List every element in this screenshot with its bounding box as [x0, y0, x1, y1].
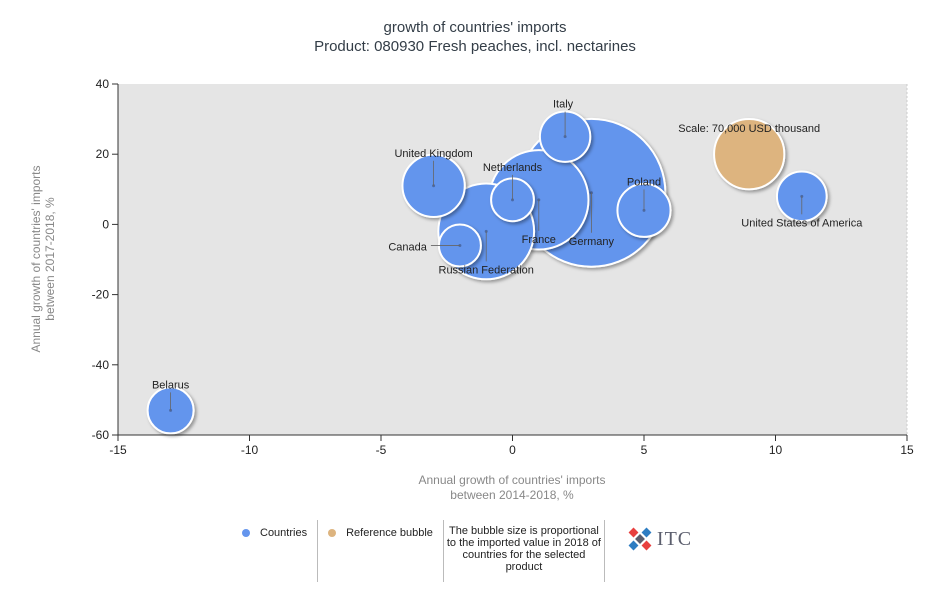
x-tick-label: 15 — [900, 443, 914, 457]
bubble-label-canada: Canada — [388, 241, 427, 253]
bubble-scale-70-000-usd-thousand[interactable] — [713, 118, 786, 191]
bubble-label-poland: Poland — [627, 176, 661, 188]
itc-logo: ITC — [605, 520, 692, 552]
y-tick-label: 20 — [96, 147, 110, 161]
x-axis-title-line-1: Annual growth of countries' imports — [418, 473, 605, 487]
legend-countries-dot-icon — [242, 529, 250, 537]
itc-logo-text: ITC — [656, 527, 693, 550]
x-tick-label: 0 — [509, 443, 516, 457]
legend-divider — [603, 520, 605, 582]
y-tick-label: 40 — [96, 77, 110, 91]
x-tick-label: 5 — [641, 443, 648, 457]
bubble-label-united-states-of-america: United States of America — [741, 217, 863, 229]
legend-item-countries[interactable]: Countries — [232, 520, 317, 546]
chart-subtitle: Product: 080930 Fresh peaches, incl. nec… — [314, 38, 636, 55]
bubble-label-netherlands: Netherlands — [483, 162, 543, 174]
legend-reference-label: Reference bubble — [346, 527, 433, 539]
bubble-label-russian-federation: Russian Federation — [439, 264, 534, 276]
bubble-label-united-kingdom: United Kingdom — [394, 148, 472, 160]
x-tick-label: 10 — [769, 443, 783, 457]
legend-item-reference[interactable]: Reference bubble — [318, 520, 443, 546]
bubble-label-france: France — [522, 234, 556, 246]
bubble-label-scale-70-000-usd-thousand: Scale: 70,000 USD thousand — [678, 123, 820, 135]
legend-reference-dot-icon — [328, 529, 337, 537]
x-tick-label: -5 — [376, 443, 387, 457]
legend-divider — [442, 520, 444, 582]
y-axis-title-line-1: Annual growth of countries' imports — [29, 165, 43, 352]
y-tick-label: 0 — [102, 217, 109, 231]
bubble-label-belarus: Belarus — [152, 379, 190, 391]
legend-note: The bubble size is proportional to the i… — [446, 525, 601, 573]
x-tick-label: -10 — [241, 443, 259, 457]
y-axis-title-line-2: between 2017-2018, % — [43, 197, 57, 321]
legend-divider — [317, 520, 319, 582]
bubble-label-italy: Italy — [553, 99, 574, 111]
x-axis-title-line-2: between 2014-2018, % — [450, 488, 574, 502]
y-tick-label: -20 — [92, 288, 110, 302]
itc-logo-icon — [628, 527, 652, 551]
bubble-label-germany: Germany — [569, 236, 615, 248]
legend: Countries Reference bubble The bubble si… — [232, 520, 692, 582]
chart-title: growth of countries' imports — [384, 19, 567, 36]
legend-countries-label: Countries — [260, 527, 308, 539]
x-tick-label: -15 — [109, 443, 127, 457]
y-tick-label: -60 — [92, 428, 110, 442]
y-tick-label: -40 — [92, 358, 110, 372]
